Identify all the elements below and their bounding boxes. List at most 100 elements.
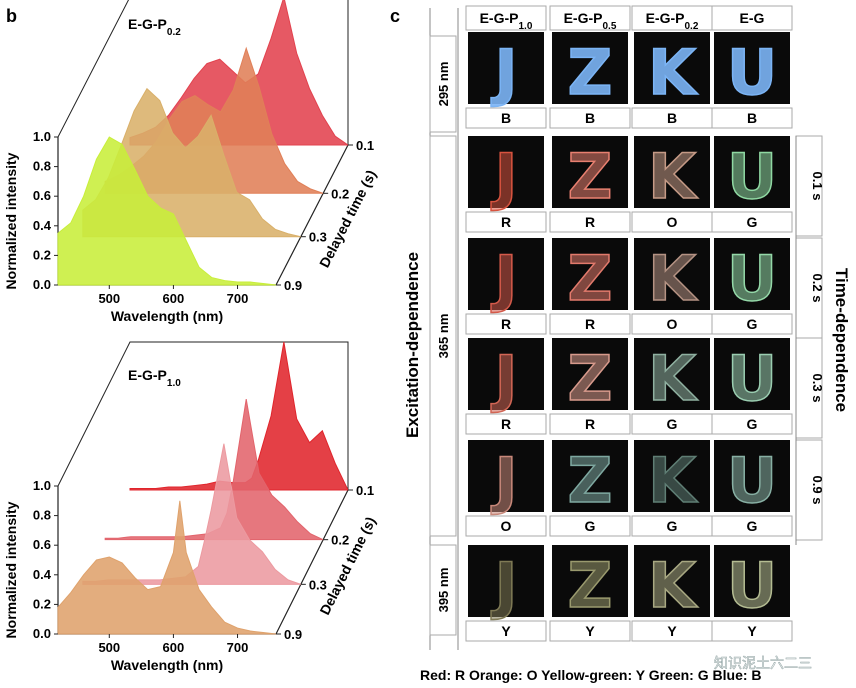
chart-top: 0.0 0.2 0.4 0.6 0.8 1.0 500 600 700 0.1 0.2 0.3 0.9 W… bbox=[3, 0, 379, 324]
z-tick-label: 0.3 bbox=[309, 577, 327, 592]
x-axis-title: Wavelength (nm) bbox=[111, 308, 223, 324]
photo-letter: U bbox=[727, 140, 777, 213]
color-code-box bbox=[711, 515, 793, 537]
y-axis-title: Normalized intensity bbox=[3, 501, 19, 638]
photo-letter: K bbox=[648, 242, 698, 315]
chart-title-sub: 1.0 bbox=[167, 378, 181, 389]
column-header: E-G-P1.0 bbox=[480, 10, 533, 32]
photo-cell bbox=[552, 32, 628, 104]
column-header-box bbox=[631, 5, 713, 31]
time-label: 0.1 s bbox=[810, 172, 825, 201]
photo-letter: Z bbox=[568, 342, 613, 415]
spectrum-series-0.9 bbox=[57, 500, 277, 635]
color-code: R bbox=[501, 416, 511, 432]
time-axis-title: Time-dependence bbox=[832, 268, 851, 412]
photo-grid: E-G-P1.0 E-G-P0.5 E-G-P0.2 E-GJBZBKBUBJRZRK… bbox=[403, 5, 851, 650]
color-code: B bbox=[747, 110, 757, 126]
color-code: G bbox=[585, 518, 596, 534]
photo-letter: J bbox=[490, 342, 517, 415]
time-label: 0.3 s bbox=[810, 374, 825, 403]
photo-cell bbox=[634, 136, 710, 208]
color-code: O bbox=[501, 518, 512, 534]
y-tick-label: 0.2 bbox=[33, 596, 51, 611]
excitation-box bbox=[429, 135, 457, 537]
color-code-box bbox=[711, 413, 793, 435]
column-header: E-G-P0.5 bbox=[564, 10, 617, 32]
color-code: G bbox=[747, 518, 758, 534]
color-code-box bbox=[711, 620, 793, 642]
time-label: 0.2 s bbox=[810, 274, 825, 303]
color-code: Y bbox=[747, 623, 757, 639]
time-box bbox=[795, 337, 823, 439]
color-code-box bbox=[711, 211, 793, 233]
excitation-axis-title: Excitation-dependence bbox=[403, 252, 422, 438]
x-tick-label: 500 bbox=[98, 640, 120, 655]
z-tick-label: 0.2 bbox=[331, 186, 349, 201]
spectrum-series-0.9 bbox=[57, 136, 277, 286]
photo-cell bbox=[714, 545, 790, 617]
photo-letter: Z bbox=[568, 242, 613, 315]
color-code: Y bbox=[585, 623, 595, 639]
color-code: G bbox=[667, 416, 678, 432]
photo-cell bbox=[714, 136, 790, 208]
y-tick-label: 0.2 bbox=[33, 247, 51, 262]
x-tick-label: 700 bbox=[227, 640, 249, 655]
z-tick-label: 0.1 bbox=[356, 483, 374, 498]
chart-title: E-G-P1.0 bbox=[128, 367, 181, 389]
photo-letter: J bbox=[490, 444, 517, 517]
photo-letter: K bbox=[648, 342, 698, 415]
z-axis-title: Delayed time (s) bbox=[316, 514, 378, 617]
color-code-box bbox=[465, 515, 547, 537]
column-header-box bbox=[711, 5, 793, 31]
column-header-sub: 0.2 bbox=[684, 21, 698, 32]
photo-cell bbox=[634, 440, 710, 512]
z-tick-label: 0.9 bbox=[284, 278, 302, 293]
color-code: R bbox=[585, 214, 595, 230]
z-tick-label: 0.2 bbox=[331, 533, 349, 548]
photo-cell bbox=[714, 238, 790, 310]
photo-letter: J bbox=[490, 140, 517, 213]
y-tick-label: 0.6 bbox=[33, 537, 51, 552]
color-code: G bbox=[747, 316, 758, 332]
color-code-box bbox=[465, 211, 547, 233]
z-axis-line bbox=[275, 489, 349, 635]
y-tick-label: 0.0 bbox=[33, 626, 51, 641]
photo-letter: U bbox=[727, 36, 777, 109]
column-header-main: E-G-P bbox=[480, 10, 519, 26]
chart-bottom: 0.0 0.2 0.4 0.6 0.8 1.0 500 600 700 0.1 0.2 0.3 0.9 W… bbox=[3, 341, 379, 673]
photo-letter: Z bbox=[568, 444, 613, 517]
column-header: E-G bbox=[740, 10, 765, 26]
column-header-main: E-G-P bbox=[564, 10, 603, 26]
photo-cell bbox=[552, 136, 628, 208]
photo-cell bbox=[714, 338, 790, 410]
color-code: B bbox=[667, 110, 677, 126]
color-code: R bbox=[585, 416, 595, 432]
chart-title-sub: 0.2 bbox=[167, 27, 181, 38]
color-code: R bbox=[585, 316, 595, 332]
color-code-box bbox=[549, 107, 631, 129]
photo-letter: U bbox=[727, 342, 777, 415]
z-tick-label: 0.1 bbox=[356, 138, 374, 153]
color-code-box bbox=[711, 107, 793, 129]
chart-title: E-G-P0.2 bbox=[128, 16, 181, 38]
column-header-box bbox=[465, 5, 547, 31]
photo-letter: K bbox=[648, 140, 698, 213]
color-code: G bbox=[747, 214, 758, 230]
photo-cell bbox=[552, 238, 628, 310]
excitation-label: 295 nm bbox=[436, 62, 451, 107]
photo-cell bbox=[714, 440, 790, 512]
color-code-box bbox=[549, 211, 631, 233]
photo-letter: K bbox=[648, 36, 698, 109]
column-header-main: E-G-P bbox=[646, 10, 685, 26]
time-box bbox=[795, 439, 823, 541]
panel-b-label: b bbox=[6, 6, 17, 26]
color-code-box bbox=[465, 313, 547, 335]
photo-cell bbox=[634, 338, 710, 410]
column-header-sub: 1.0 bbox=[518, 21, 532, 32]
time-box bbox=[795, 237, 823, 339]
photo-letter: K bbox=[648, 549, 698, 622]
color-code-box bbox=[465, 107, 547, 129]
color-code: G bbox=[747, 416, 758, 432]
